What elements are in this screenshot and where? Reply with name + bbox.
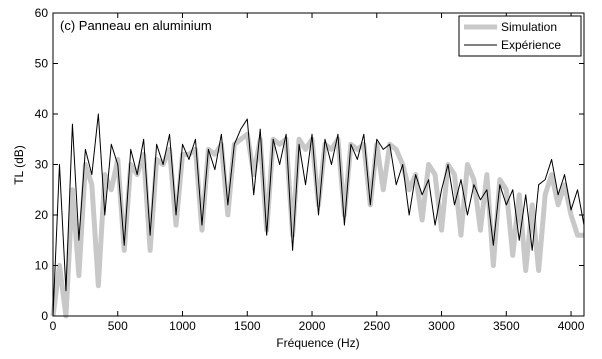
y-tick-label: 0 [41, 309, 48, 323]
x-tick-label: 500 [108, 319, 128, 333]
y-tick-label: 30 [35, 158, 49, 172]
legend-label: Expérience [501, 38, 561, 52]
x-tick-label: 4000 [558, 319, 585, 333]
y-tick-label: 50 [35, 57, 49, 71]
x-axis-label: Fréquence (Hz) [276, 336, 359, 350]
y-tick-label: 10 [35, 259, 49, 273]
chart-title: (c) Panneau en aluminium [60, 18, 212, 33]
x-tick-label: 1000 [169, 319, 196, 333]
x-tick-label: 1500 [234, 319, 261, 333]
legend-label: Simulation [501, 20, 557, 34]
x-tick-label: 3500 [493, 319, 520, 333]
y-tick-label: 60 [35, 6, 49, 20]
series-line [52, 113, 585, 317]
series-line [50, 131, 584, 319]
legend-box [458, 15, 582, 57]
y-tick-label: 40 [35, 107, 49, 121]
x-tick-label: 0 [50, 319, 57, 333]
x-tick-label: 2000 [299, 319, 326, 333]
x-tick-label: 2500 [363, 319, 390, 333]
y-axis-label: TL (dB) [12, 145, 26, 185]
x-tick-label: 3000 [428, 319, 455, 333]
y-tick-label: 20 [35, 208, 49, 222]
